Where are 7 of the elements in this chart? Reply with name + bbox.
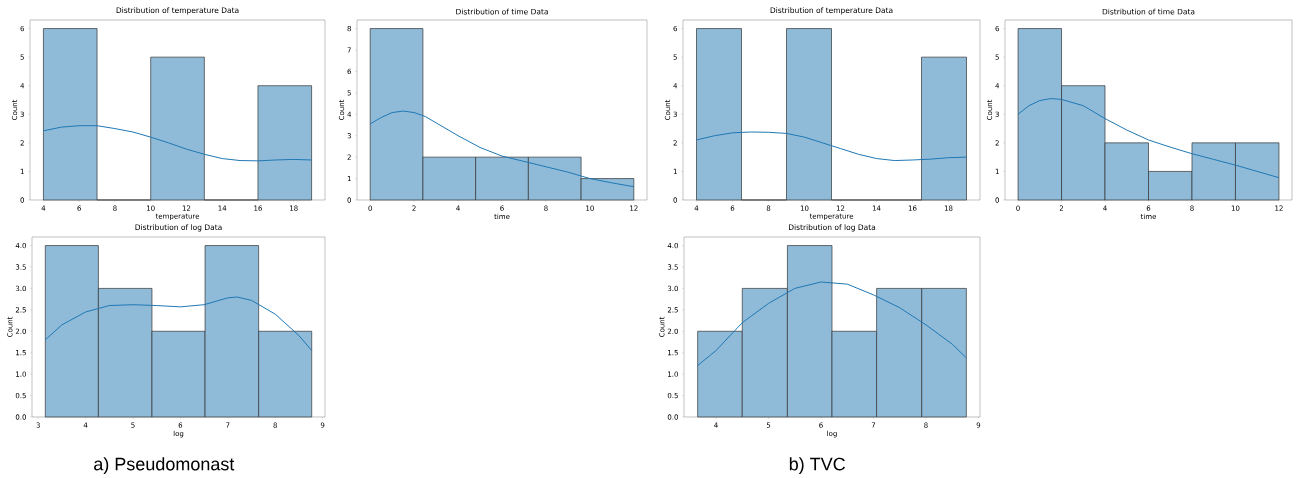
line-series (1017, 98, 1280, 179)
line-series (44, 296, 313, 352)
line-series (697, 281, 967, 367)
text: b) TVC (789, 457, 845, 474)
text: a) Pseudomonast (94, 457, 235, 474)
line-series (42, 125, 313, 162)
line-series (696, 131, 967, 162)
